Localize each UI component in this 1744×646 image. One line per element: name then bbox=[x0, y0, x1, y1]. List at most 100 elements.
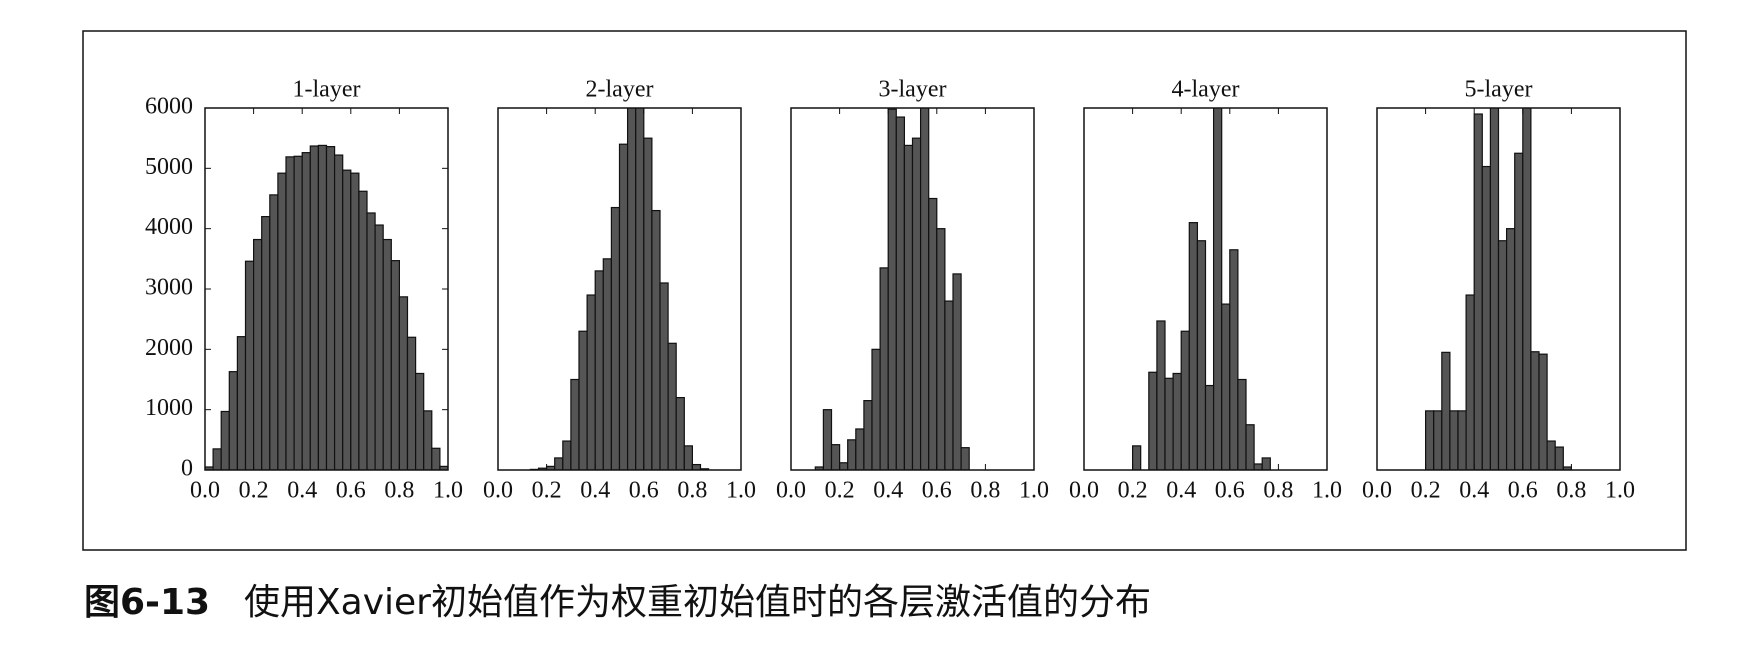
bar bbox=[212, 448, 222, 470]
x-tick-label: 1.0 bbox=[726, 478, 756, 504]
bar bbox=[1245, 424, 1255, 470]
bar bbox=[382, 238, 392, 470]
bar bbox=[253, 238, 263, 470]
x-tick-label: 0.2 bbox=[532, 478, 562, 504]
plot-area bbox=[529, 108, 710, 470]
bar bbox=[1156, 320, 1166, 470]
bar bbox=[1196, 240, 1207, 470]
chart-title: 5-layer bbox=[1465, 77, 1533, 103]
bar bbox=[871, 348, 881, 470]
figure-frame bbox=[82, 30, 1687, 551]
bar bbox=[887, 108, 897, 470]
bar bbox=[285, 156, 295, 470]
bar bbox=[293, 155, 303, 470]
x-tick-label: 0.2 bbox=[825, 478, 855, 504]
bar bbox=[1457, 410, 1467, 470]
x-tick-label: 0.8 bbox=[384, 478, 414, 504]
bar bbox=[570, 378, 580, 470]
x-tick-label: 0.6 bbox=[1215, 478, 1245, 504]
bar bbox=[236, 336, 247, 470]
bar bbox=[578, 330, 588, 470]
bar bbox=[1172, 372, 1182, 470]
chart-title: 2-layer bbox=[586, 77, 654, 103]
bar bbox=[358, 190, 368, 470]
bar bbox=[1188, 222, 1199, 470]
bar bbox=[1148, 371, 1158, 470]
bar bbox=[830, 444, 841, 470]
x-tick-label: 0.0 bbox=[1069, 478, 1099, 504]
bar bbox=[1229, 249, 1239, 470]
bar bbox=[586, 294, 596, 470]
bar bbox=[903, 144, 914, 470]
bar bbox=[325, 146, 336, 470]
bar bbox=[928, 197, 938, 470]
x-tick-label: 0.8 bbox=[677, 478, 707, 504]
bar bbox=[350, 172, 360, 470]
bar bbox=[342, 169, 352, 470]
bar bbox=[594, 270, 604, 470]
bar bbox=[220, 410, 230, 470]
plot-area bbox=[1424, 108, 1573, 470]
bar bbox=[618, 143, 629, 470]
bar bbox=[855, 428, 865, 470]
x-tick-label: 0.4 bbox=[1459, 478, 1489, 504]
bar bbox=[398, 296, 409, 470]
bar bbox=[895, 116, 906, 470]
bar bbox=[1261, 457, 1271, 470]
bar bbox=[879, 267, 889, 470]
bar bbox=[415, 372, 425, 470]
x-tick-label: 0.8 bbox=[970, 478, 1000, 504]
bar bbox=[423, 410, 433, 470]
x-tick-label: 0.8 bbox=[1263, 478, 1293, 504]
bar bbox=[626, 108, 637, 470]
bar bbox=[374, 224, 384, 470]
x-tick-label: 0.4 bbox=[873, 478, 903, 504]
bar bbox=[847, 439, 857, 470]
x-tick-label: 1.0 bbox=[1019, 478, 1049, 504]
bar bbox=[431, 447, 441, 470]
bar bbox=[1473, 113, 1483, 470]
y-tick-label: 5000 bbox=[145, 154, 193, 180]
x-tick-label: 0.0 bbox=[190, 478, 220, 504]
x-tick-label: 0.4 bbox=[287, 478, 317, 504]
bar bbox=[277, 172, 287, 470]
x-tick-label: 0.6 bbox=[629, 478, 659, 504]
bar bbox=[667, 342, 677, 470]
caption-text: 使用Xavier初始值作为权重初始值时的各层激活值的分布 bbox=[244, 582, 1151, 623]
bar bbox=[406, 336, 417, 470]
bar bbox=[390, 260, 401, 470]
bar bbox=[1221, 303, 1231, 470]
axes-frame bbox=[1376, 107, 1621, 471]
bar bbox=[1522, 108, 1532, 470]
x-tick-label: 0.8 bbox=[1556, 478, 1586, 504]
y-tick-label: 1000 bbox=[145, 395, 193, 421]
bar bbox=[602, 258, 613, 470]
y-tick-label: 0 bbox=[181, 456, 193, 482]
bar bbox=[1546, 440, 1556, 470]
x-tick-label: 0.2 bbox=[1411, 478, 1441, 504]
bar bbox=[269, 194, 279, 470]
chart-title: 1-layer bbox=[293, 77, 361, 103]
y-tick-label: 6000 bbox=[145, 94, 193, 120]
bar bbox=[366, 212, 376, 470]
bar bbox=[822, 409, 833, 470]
bar bbox=[1449, 410, 1459, 470]
bar bbox=[659, 282, 669, 470]
bar bbox=[1212, 108, 1223, 470]
bar bbox=[1253, 463, 1263, 470]
chart-title: 3-layer bbox=[879, 77, 947, 103]
bar bbox=[919, 108, 930, 470]
bar bbox=[333, 154, 344, 470]
bar bbox=[1481, 165, 1492, 470]
bar bbox=[1489, 108, 1500, 470]
y-tick-label: 4000 bbox=[145, 214, 193, 240]
bar bbox=[635, 108, 645, 470]
plot-area bbox=[205, 144, 448, 470]
bar bbox=[1497, 240, 1508, 470]
bar bbox=[1237, 378, 1247, 470]
bar bbox=[675, 397, 685, 470]
bar bbox=[960, 447, 970, 470]
plot-area bbox=[1131, 108, 1271, 470]
chart-title: 4-layer bbox=[1172, 77, 1240, 103]
